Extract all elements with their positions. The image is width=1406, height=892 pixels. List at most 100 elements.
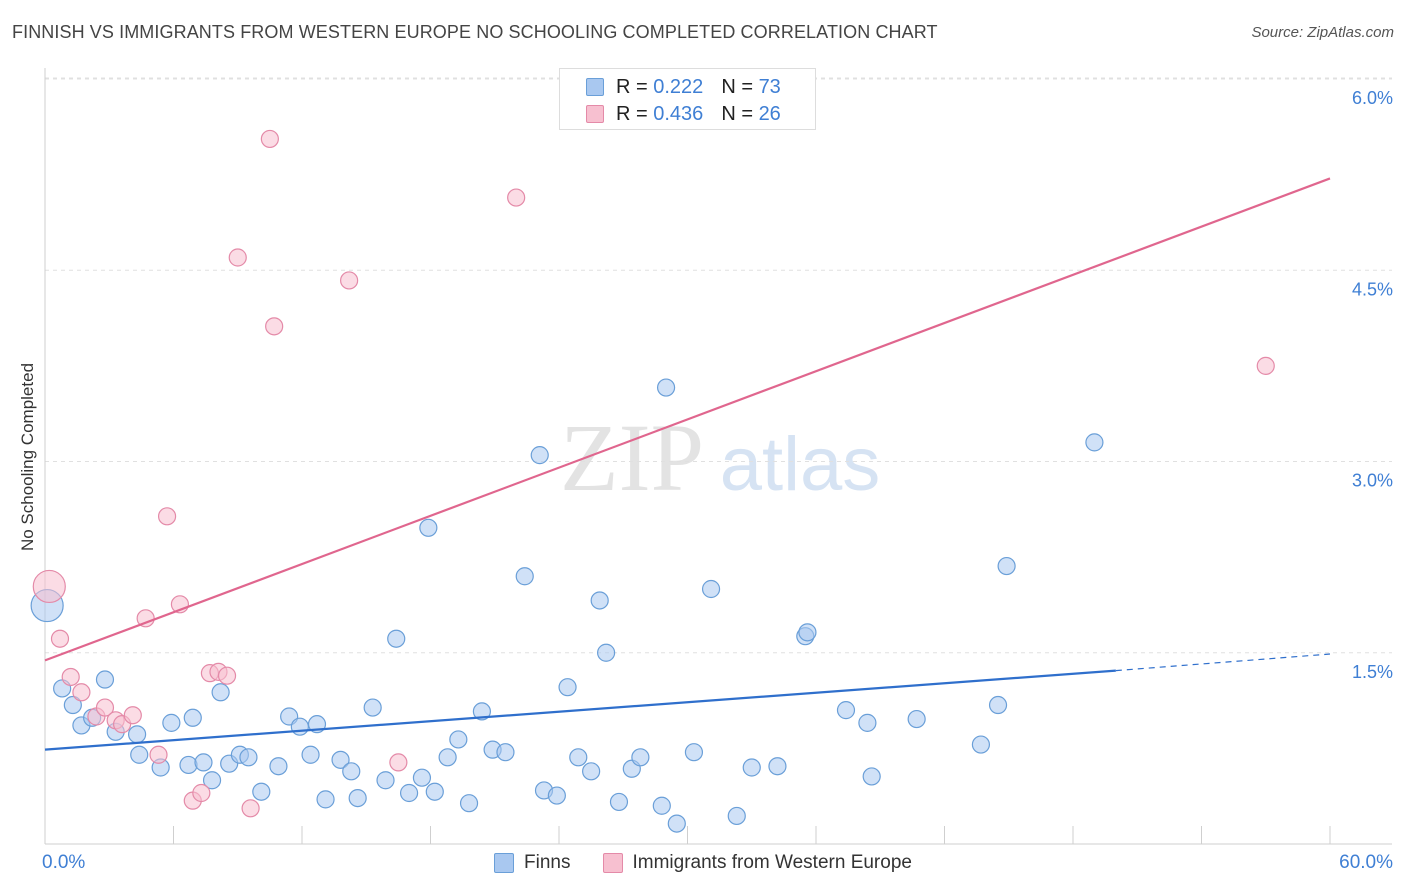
point-finns-60 (742, 758, 761, 777)
point-immigrants-20 (260, 129, 279, 149)
point-immigrants-1 (50, 629, 70, 648)
series-legend: Finns Immigrants from Western Europe (0, 852, 1406, 874)
point-immigrants-5 (95, 698, 115, 717)
point-finns-36 (438, 748, 457, 767)
finns-swatch (494, 853, 515, 873)
legend-r-value-1: 0.436 (653, 102, 704, 125)
point-finns-14 (202, 771, 222, 790)
point-immigrants-8 (123, 706, 142, 725)
point-finns-27 (342, 762, 361, 781)
legend-swatch-1 (586, 105, 604, 123)
point-immigrants-11 (157, 507, 177, 526)
watermark-atlas: atlas (720, 422, 881, 507)
point-immigrants-22 (340, 271, 359, 290)
point-finns-59 (727, 806, 746, 826)
point-immigrants-19 (241, 799, 260, 818)
point-finns-48 (582, 762, 601, 781)
point-finns-55 (656, 378, 676, 397)
x-axis-max-label: 60.0% (1339, 852, 1393, 873)
point-immigrants-10 (149, 745, 168, 764)
point-finns-33 (412, 768, 432, 787)
point-immigrants-17 (217, 666, 237, 685)
point-finns-58 (701, 579, 721, 599)
point-finns-12 (183, 708, 202, 727)
point-finns-22 (290, 717, 309, 736)
point-immigrants-25 (1256, 356, 1275, 375)
point-finns-42 (515, 567, 534, 586)
correlation-legend: R = 0.222 N = 73 R = 0.436 N = 26 (559, 68, 816, 130)
trendline-0 (44, 669, 1116, 751)
point-immigrants-18 (228, 248, 247, 267)
point-finns-26 (331, 750, 350, 769)
legend-label-finns: Finns (524, 852, 571, 873)
point-finns-45 (547, 786, 566, 805)
chart-title: FINNISH VS IMMIGRANTS FROM WESTERN EUROP… (12, 22, 938, 42)
point-immigrants-24 (507, 188, 526, 207)
legend-n-label-0: N = (721, 75, 753, 98)
legend-swatch-0 (586, 78, 604, 96)
point-finns-30 (376, 771, 395, 790)
legend-row-1: R = 0.436 N = 26 (586, 102, 781, 126)
point-immigrants-3 (72, 683, 91, 702)
point-finns-68 (971, 735, 991, 754)
point-finns-56 (667, 814, 686, 833)
point-finns-34 (419, 518, 438, 537)
legend-r-label-1: R = (616, 102, 648, 125)
point-immigrants-23 (389, 753, 408, 772)
source-label: Source: ZipAtlas.com (1251, 24, 1394, 41)
point-finns-61 (768, 757, 787, 776)
point-finns-15 (211, 683, 230, 702)
point-finns-53 (631, 748, 650, 767)
trendline-1 (44, 177, 1331, 662)
point-finns-31 (387, 629, 406, 648)
point-finns-63 (798, 623, 817, 642)
point-immigrants-21 (265, 317, 284, 336)
point-finns-66 (862, 767, 881, 786)
y-tick-label-2: 4.5% (1352, 279, 1393, 299)
point-finns-50 (597, 643, 616, 662)
point-finns-18 (239, 748, 258, 767)
point-finns-38 (459, 794, 479, 813)
point-finns-46 (558, 678, 577, 697)
point-finns-11 (179, 755, 198, 775)
point-finns-32 (399, 783, 419, 803)
x-axis-min-label: 0.0% (42, 852, 86, 873)
point-finns-39 (472, 702, 491, 721)
point-immigrants-2 (61, 667, 80, 687)
point-finns-29 (363, 698, 382, 717)
point-finns-67 (907, 709, 926, 729)
legend-item-finns[interactable]: Finns (494, 852, 571, 874)
point-finns-69 (988, 695, 1008, 715)
legend-n-value-0: 73 (758, 75, 781, 98)
watermark-zip: ZIP (560, 404, 704, 511)
point-finns-47 (569, 748, 588, 767)
point-finns-28 (348, 788, 367, 808)
point-finns-20 (269, 757, 288, 776)
point-finns-13 (194, 753, 213, 772)
point-finns-54 (652, 796, 671, 815)
point-finns-70 (997, 556, 1016, 576)
y-tick-label-0: 1.5% (1352, 662, 1393, 682)
point-finns-5 (95, 670, 115, 689)
point-finns-49 (590, 591, 609, 610)
point-finns-10 (162, 713, 181, 732)
point-finns-35 (425, 782, 444, 801)
point-finns-2 (63, 695, 82, 715)
trendline-extension-0 (1115, 653, 1331, 672)
point-finns-23 (301, 745, 320, 764)
point-immigrants-0 (32, 569, 66, 604)
legend-row-0: R = 0.222 N = 73 (586, 75, 781, 99)
point-finns-64 (836, 701, 856, 720)
y-tick-label-3: 6.0% (1352, 88, 1393, 108)
legend-r-label-0: R = (616, 75, 648, 98)
legend-item-immigrants[interactable]: Immigrants from Western Europe (602, 852, 912, 874)
point-finns-37 (449, 730, 468, 749)
point-finns-8 (130, 745, 149, 764)
point-finns-51 (609, 792, 629, 812)
y-tick-label-1: 3.0% (1352, 471, 1393, 491)
immigrants-swatch (602, 853, 623, 873)
point-finns-71 (1085, 433, 1104, 452)
point-finns-7 (127, 725, 147, 744)
point-finns-65 (858, 713, 877, 732)
